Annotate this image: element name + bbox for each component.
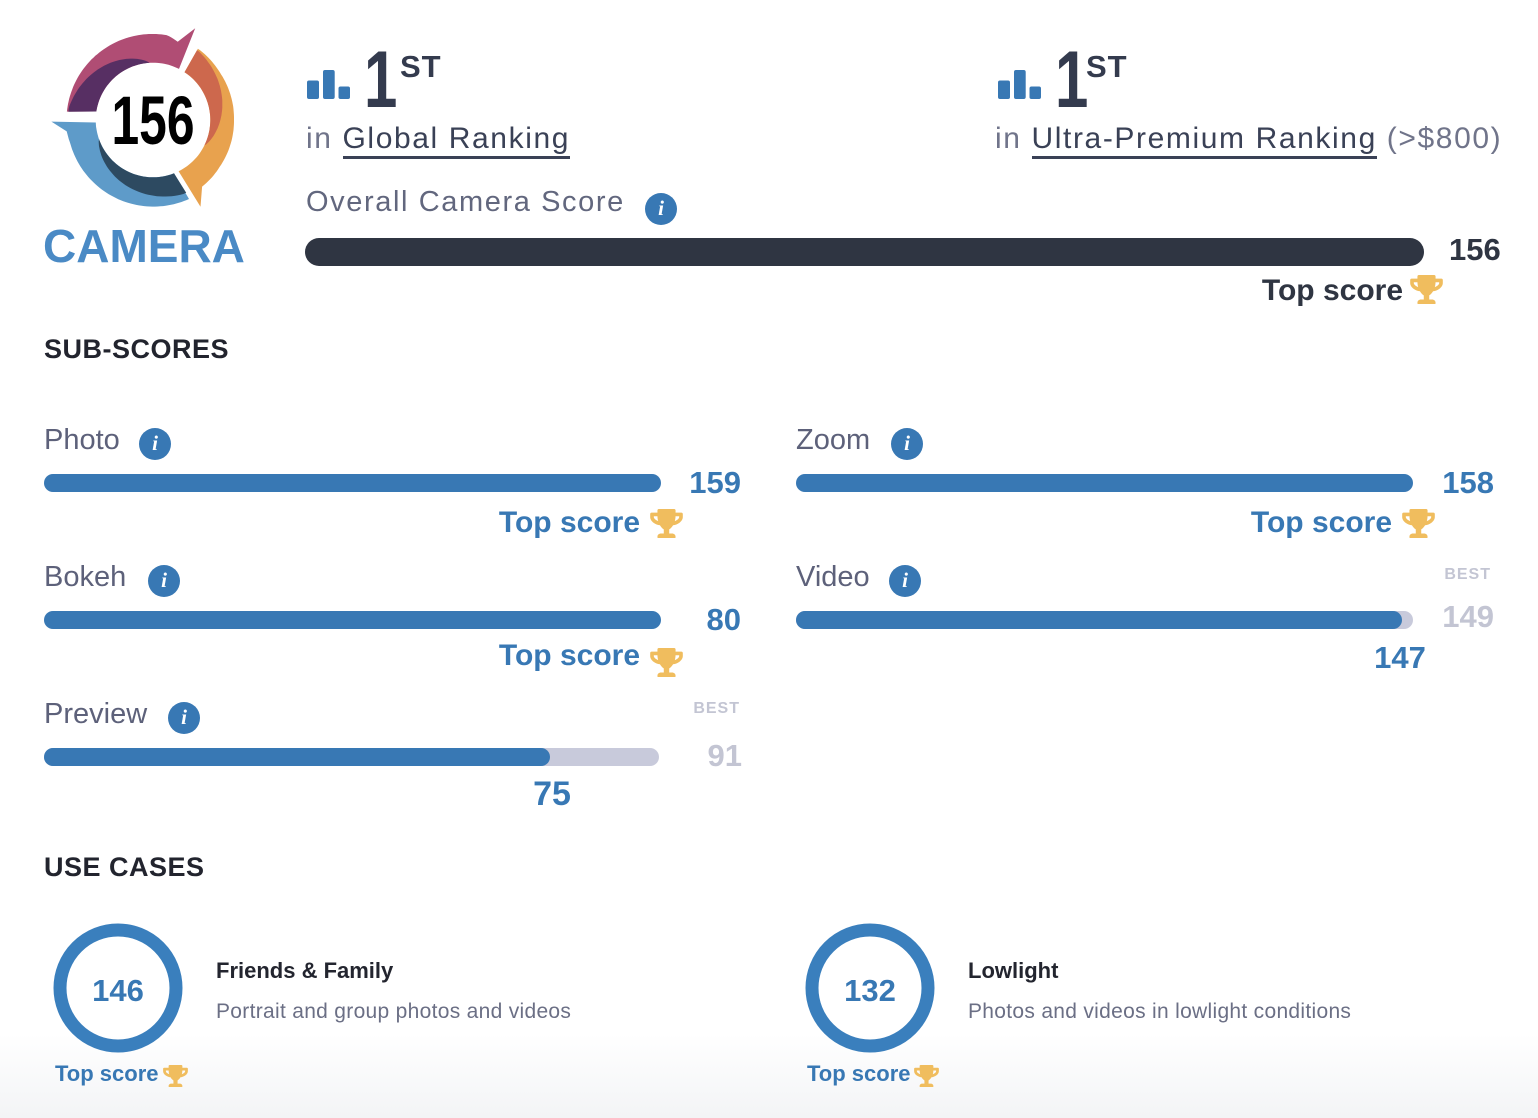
svg-text:156: 156 (112, 82, 195, 159)
